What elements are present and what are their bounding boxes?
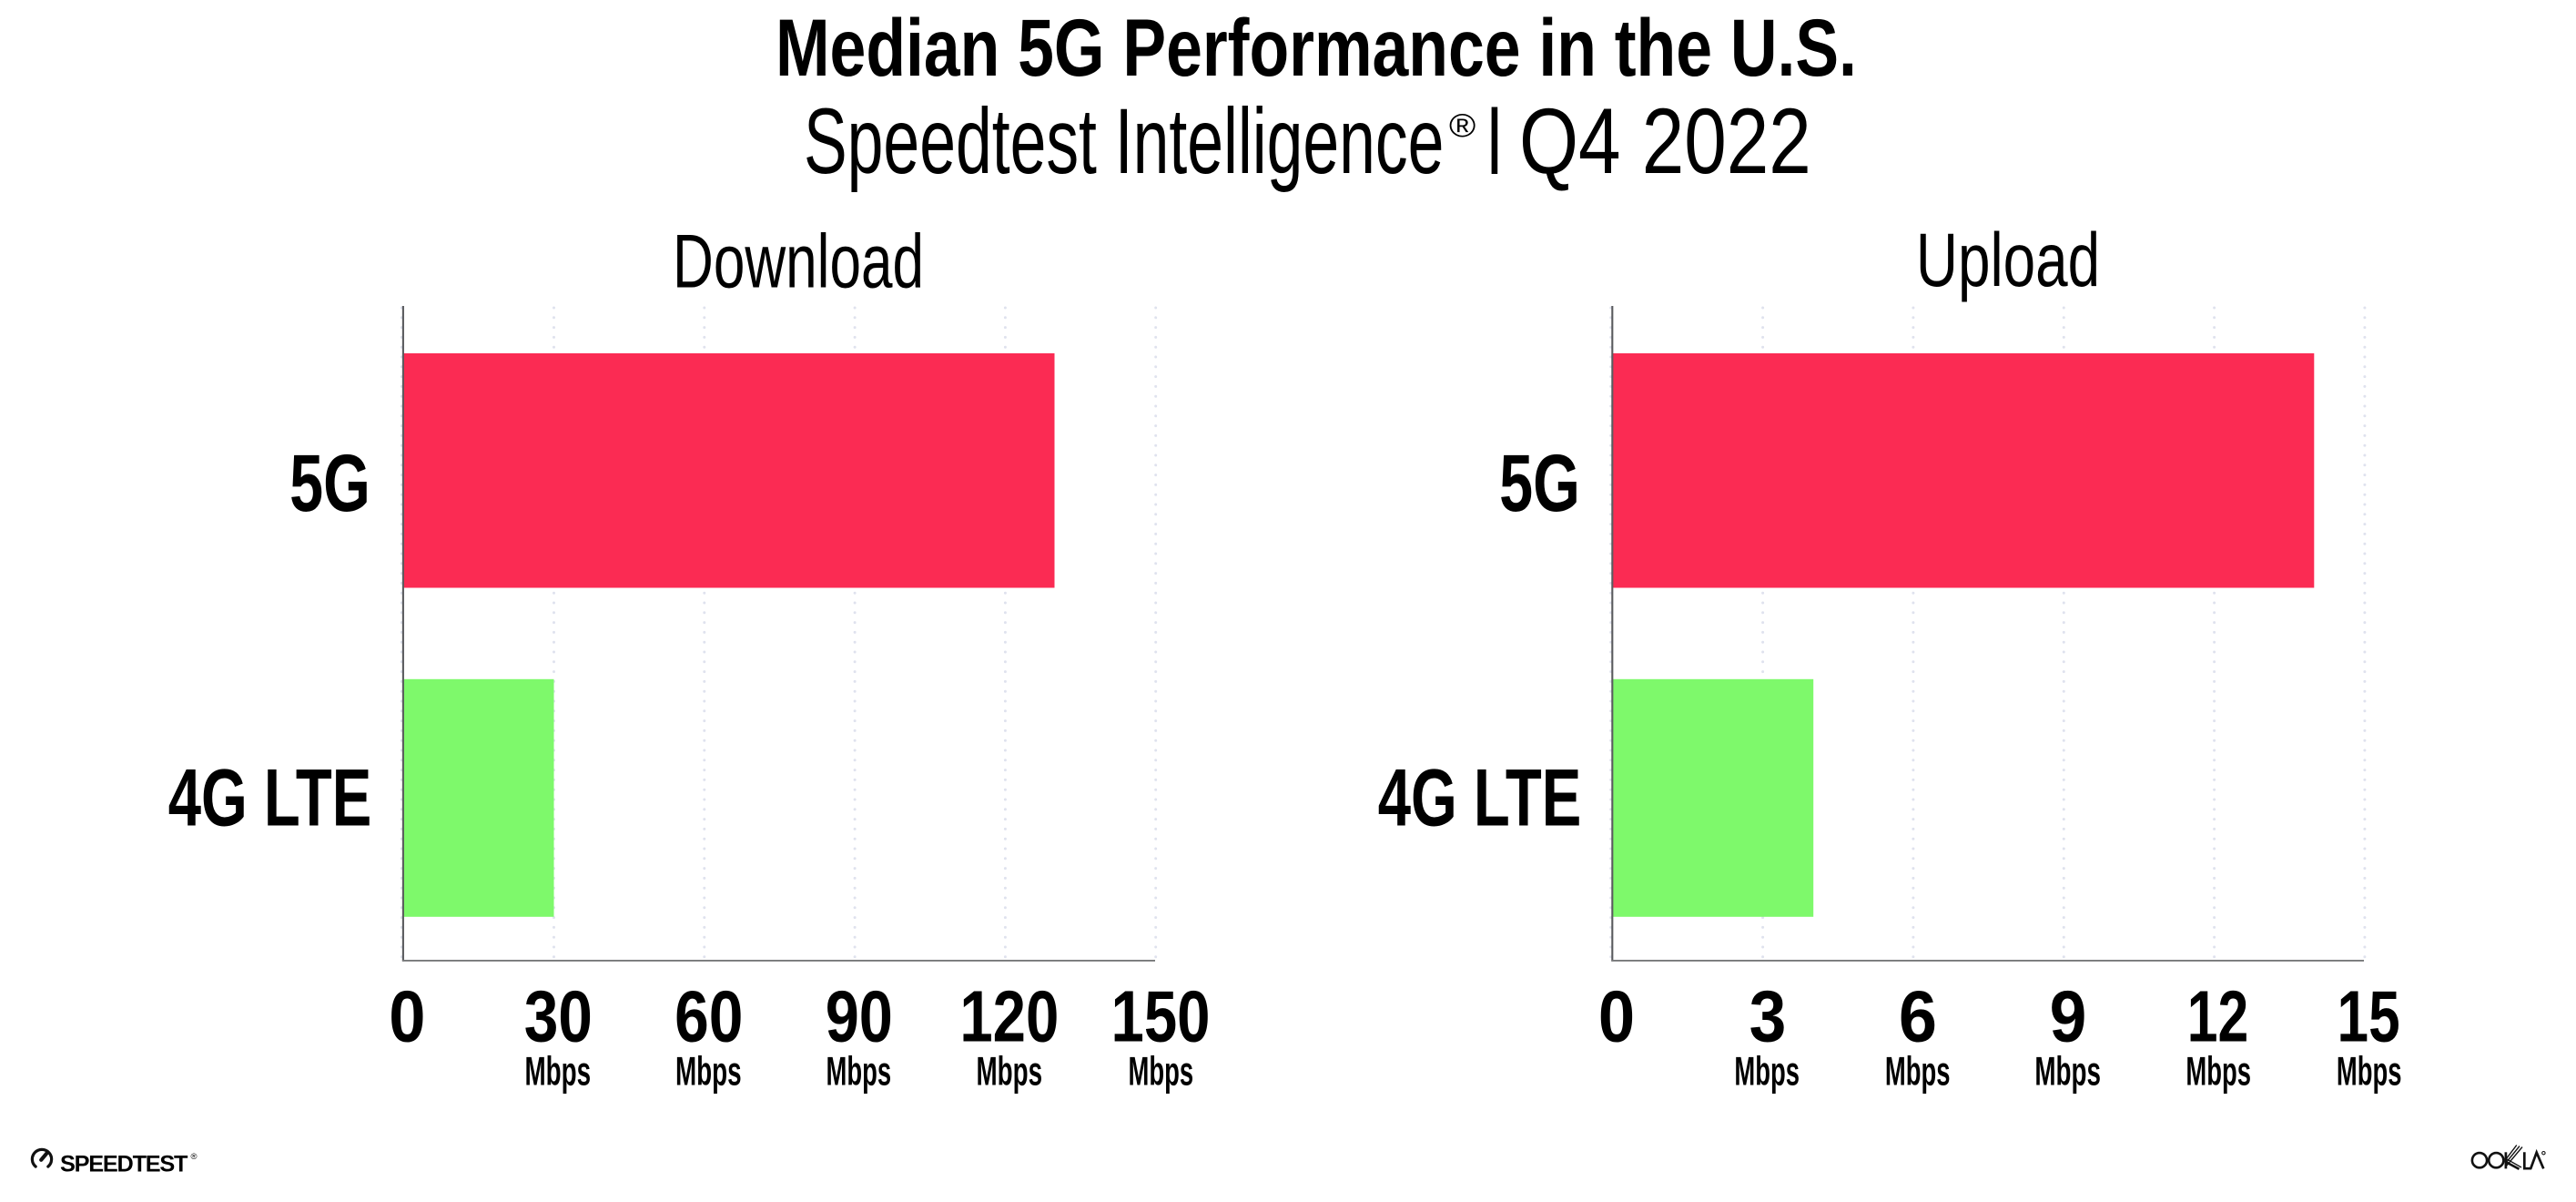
svg-text:®: ® [191,1152,198,1162]
svg-text:30: 30 [524,975,593,1056]
svg-text:Mbps: Mbps [2034,1048,2101,1094]
svg-text:Mbps: Mbps [977,1048,1043,1094]
svg-text:Mbps: Mbps [827,1048,892,1095]
svg-text:90: 90 [826,976,893,1057]
svg-text:9: 9 [2050,977,2087,1057]
svg-text:Mbps: Mbps [2186,1048,2251,1095]
svg-text:60: 60 [674,975,743,1056]
svg-text:12: 12 [2187,975,2249,1056]
svg-text:SPEEDTEST: SPEEDTEST [60,1151,188,1177]
svg-text:Download: Download [673,219,924,304]
svg-text:4G LTE: 4G LTE [168,752,372,843]
svg-text:5G: 5G [1499,438,1580,529]
svg-text:15: 15 [2338,976,2400,1057]
svg-text:Mbps: Mbps [1129,1048,1194,1095]
svg-text:3: 3 [1749,977,1787,1057]
svg-text:4G LTE: 4G LTE [1378,752,1582,843]
svg-text:120: 120 [959,976,1059,1056]
svg-text:0: 0 [1598,976,1635,1057]
svg-text:Q4 2022: Q4 2022 [1519,89,1811,193]
svg-text:Mbps: Mbps [1885,1048,1951,1095]
svg-text:5G: 5G [289,438,370,529]
svg-text:Median 5G Performance in the U: Median 5G Performance in the U.S. [776,4,1857,94]
svg-text:®: ® [1449,108,1476,145]
svg-text:150: 150 [1111,976,1211,1056]
svg-text:Upload: Upload [1916,218,2100,302]
svg-text:Mbps: Mbps [1734,1048,1800,1095]
svg-text:Mbps: Mbps [675,1048,742,1094]
svg-text:6: 6 [1899,977,1937,1057]
svg-text:0: 0 [389,976,425,1057]
svg-text:Speedtest Intelligence: Speedtest Intelligence [804,88,1444,193]
svg-text:Mbps: Mbps [525,1048,592,1094]
svg-text:Mbps: Mbps [2337,1048,2402,1095]
